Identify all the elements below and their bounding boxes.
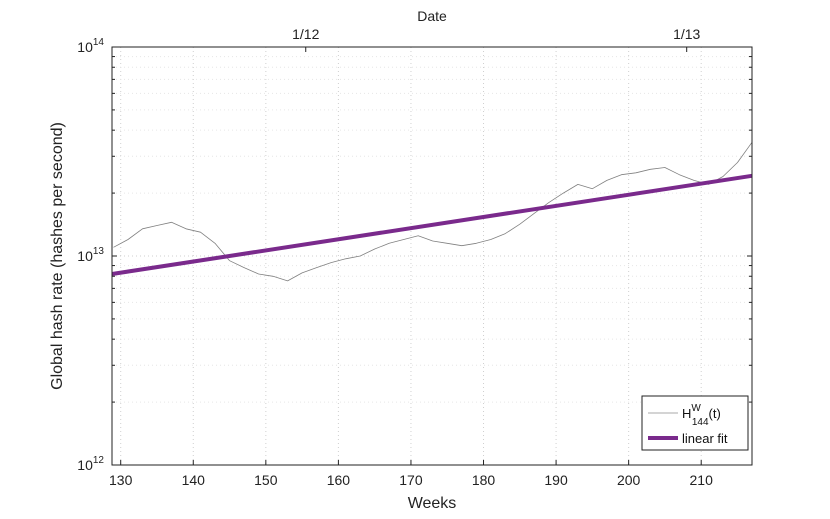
legend-label-hashrate: HW 144(t) — [682, 403, 721, 428]
y-tick-label: 1012 — [77, 455, 104, 473]
series-line-linear-fit — [111, 173, 753, 276]
x-axis-label: Weeks — [408, 495, 457, 512]
top-tick-label: 1/12 — [292, 26, 319, 42]
axis-ticks: 130 140 150 160 170 180 190 200 210 1012 1013 1014 1… — [77, 26, 752, 488]
x-tick-label: 210 — [690, 472, 714, 488]
x-tick-label: 170 — [399, 472, 423, 488]
x-tick-label: 130 — [109, 472, 133, 488]
x-tick-label: 180 — [472, 472, 496, 488]
x-tick-label: 190 — [544, 472, 568, 488]
x-tick-label: 160 — [327, 472, 351, 488]
y-tick-label: 1014 — [77, 37, 104, 55]
series-layer — [111, 142, 753, 282]
grid-lines — [112, 47, 752, 465]
legend-box — [641, 395, 749, 451]
series-line-hashrate — [113, 142, 753, 282]
y-tick-label: 1013 — [77, 246, 104, 264]
x-tick-label: 200 — [617, 472, 641, 488]
legend-label-linear-fit: linear fit — [682, 431, 728, 446]
x-tick-label: 140 — [182, 472, 206, 488]
y-axis-label: Global hash rate (hashes per second) — [49, 122, 66, 390]
top-tick-label: 1/13 — [673, 26, 700, 42]
top-axis-label: Date — [417, 8, 447, 24]
x-tick-label: 150 — [254, 472, 278, 488]
legend: HW 144(t) linear fit — [641, 395, 749, 451]
